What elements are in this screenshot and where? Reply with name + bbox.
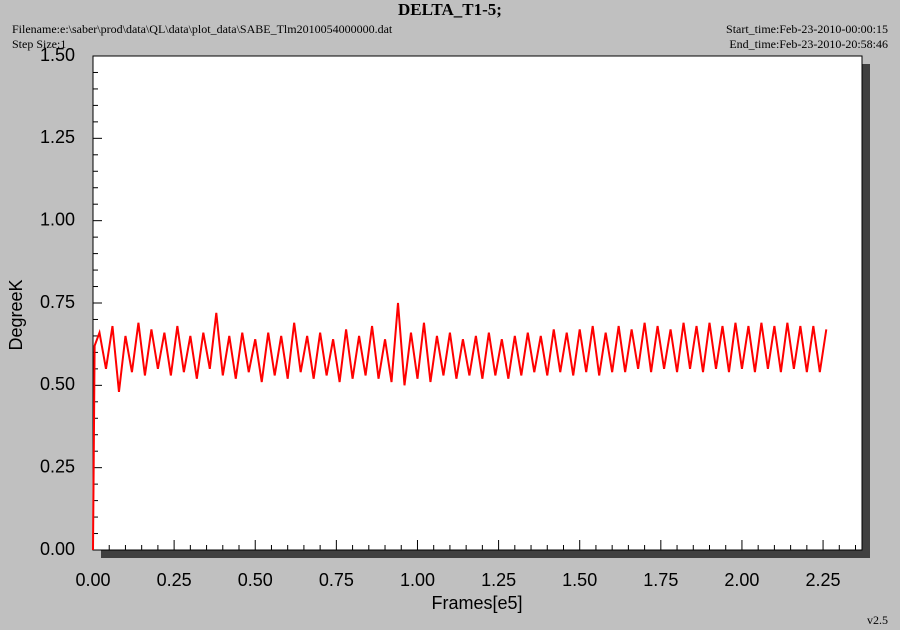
- version: v2.5: [867, 613, 888, 627]
- x-tick-label: 0.00: [75, 570, 110, 590]
- x-tick-label: 1.00: [400, 570, 435, 590]
- chart-title: DELTA_T1-5;: [398, 0, 502, 19]
- x-tick-label: 2.25: [806, 570, 841, 590]
- y-axis-label: DegreeK: [6, 279, 26, 350]
- plot-area: [92, 55, 863, 551]
- x-tick-label: 0.25: [157, 570, 192, 590]
- y-tick-label: 0.75: [40, 292, 75, 312]
- y-tick-label: 0.50: [40, 374, 75, 394]
- x-tick-label: 1.50: [562, 570, 597, 590]
- step-size: Step Size:1: [12, 37, 66, 51]
- x-tick-label: 1.75: [643, 570, 678, 590]
- x-tick-label: 1.25: [481, 570, 516, 590]
- y-tick-label: 0.00: [40, 539, 75, 559]
- y-tick-label: 1.00: [40, 209, 75, 229]
- x-tick-label: 0.75: [319, 570, 354, 590]
- y-tick-label: 1.25: [40, 127, 75, 147]
- x-tick-label: 0.50: [238, 570, 273, 590]
- filename: Filename:e:\saber\prod\data\QL\data\plot…: [12, 22, 393, 36]
- end-time: End_time:Feb-23-2010-20:58:46: [729, 37, 888, 51]
- data-line: [92, 302, 828, 551]
- x-tick-label: 2.00: [724, 570, 759, 590]
- x-axis-label: Frames[e5]: [431, 593, 522, 613]
- y-tick-label: 0.25: [40, 456, 75, 476]
- y-tick-label: 1.50: [40, 45, 75, 65]
- start-time: Start_time:Feb-23-2010-00:00:15: [726, 22, 888, 36]
